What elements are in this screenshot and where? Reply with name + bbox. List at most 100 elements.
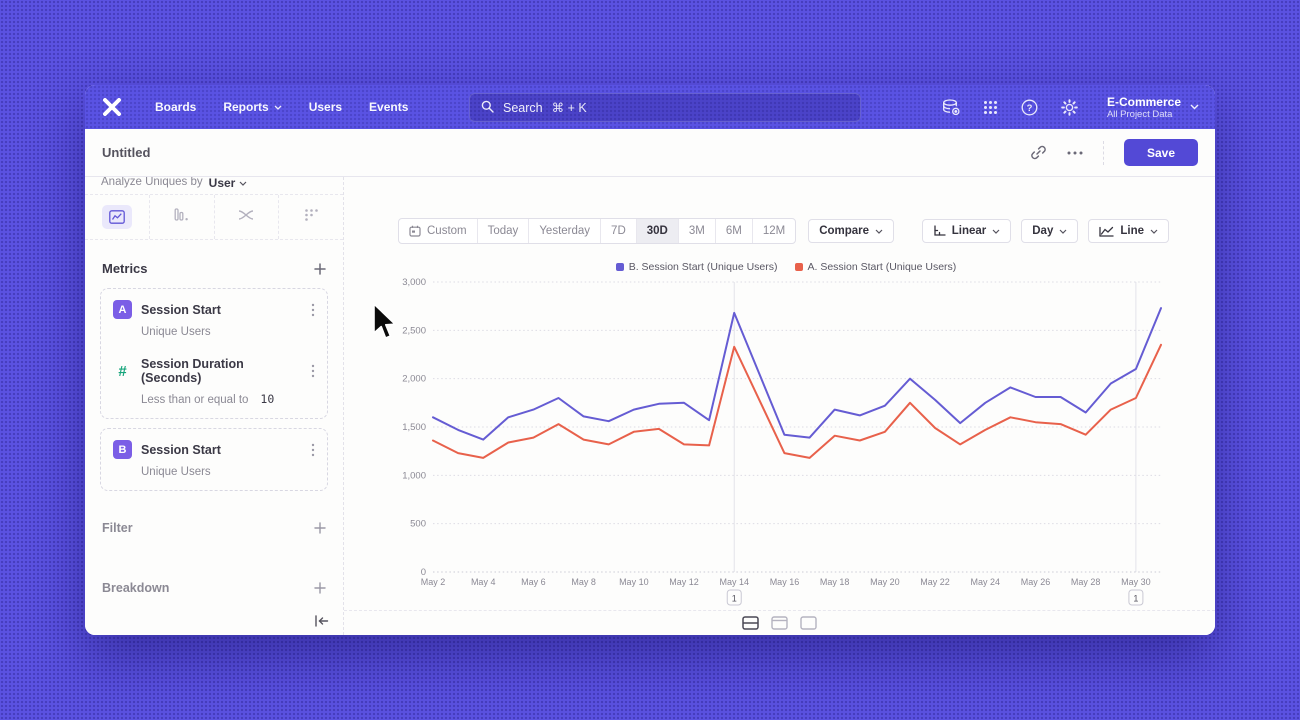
mixpanel-logo-icon[interactable]	[101, 98, 131, 116]
chart-controls: Custom Today Yesterday 7D 30D 3M 6M 12M …	[398, 218, 1169, 244]
nav-item-reports[interactable]: Reports	[223, 100, 282, 114]
range-yesterday-button[interactable]: Yesterday	[528, 219, 600, 243]
legend-item[interactable]: A. Session Start (Unique Users)	[794, 261, 956, 273]
svg-text:1,000: 1,000	[402, 470, 426, 481]
line-chart-icon	[101, 205, 132, 229]
tab-retention[interactable]	[279, 195, 343, 239]
svg-text:1,500: 1,500	[402, 422, 426, 433]
metric-row-session-start-a[interactable]: A Session Start Unique Users	[101, 291, 327, 348]
svg-text:2,500: 2,500	[402, 325, 426, 336]
range-6m-button[interactable]: 6M	[714, 219, 752, 243]
data-management-icon[interactable]	[942, 98, 960, 116]
svg-text:May 16: May 16	[770, 577, 800, 587]
metrics-header: Metrics	[85, 240, 343, 288]
svg-text:May 22: May 22	[920, 577, 950, 587]
interval-dropdown[interactable]: Day	[1021, 219, 1079, 243]
add-metric-button[interactable]	[314, 262, 326, 275]
layout-full-icon[interactable]	[800, 616, 817, 630]
calendar-icon	[409, 225, 421, 237]
layout-toggle-bar	[344, 610, 1215, 635]
svg-text:?: ?	[1027, 103, 1033, 114]
analyze-value-dropdown[interactable]: User	[209, 177, 248, 190]
analyze-label: Analyze Uniques by	[101, 177, 203, 188]
range-today-button[interactable]: Today	[476, 219, 529, 243]
filter-section: Filter	[85, 521, 343, 535]
metric-title: Session Start	[141, 302, 221, 317]
chart-type-dropdown[interactable]: Line	[1088, 219, 1169, 243]
header-divider	[1102, 140, 1104, 165]
date-range-segment: Custom Today Yesterday 7D 30D 3M 6M 12M	[398, 218, 797, 244]
tab-flow[interactable]	[215, 195, 280, 239]
svg-text:500: 500	[410, 519, 426, 530]
range-7d-button[interactable]: 7D	[600, 219, 636, 243]
help-icon[interactable]: ?	[1021, 99, 1038, 116]
metric-row-session-start-b[interactable]: B Session Start Unique Users	[101, 431, 327, 488]
project-name: E-Commerce	[1106, 94, 1181, 109]
layout-split-icon[interactable]	[742, 616, 759, 630]
app-window: Boards Reports Users Events Search ⌘ + K	[85, 85, 1215, 635]
metric-group-b: B Session Start Unique Users	[100, 428, 328, 491]
breakdown-section: Breakdown	[85, 581, 343, 595]
save-button[interactable]: Save	[1123, 139, 1198, 166]
metric-title: Session Duration (Seconds)	[141, 357, 244, 385]
tab-insights-line[interactable]	[85, 195, 150, 239]
svg-text:May 20: May 20	[870, 577, 900, 587]
tab-bar-chart[interactable]	[150, 195, 215, 239]
project-subtitle: All Project Data	[1106, 108, 1173, 120]
kebab-menu-icon[interactable]	[309, 443, 317, 457]
scale-dropdown[interactable]: Linear	[921, 219, 1012, 243]
search-placeholder: Search	[503, 100, 543, 115]
compare-button[interactable]: Compare	[808, 219, 895, 243]
report-title[interactable]: Untitled	[102, 145, 151, 160]
kebab-menu-icon[interactable]	[309, 364, 317, 378]
metric-badge-a: A	[113, 300, 132, 319]
flow-icon	[238, 208, 254, 226]
collapse-sidebar-icon[interactable]	[314, 615, 329, 627]
svg-text:May 26: May 26	[1021, 577, 1051, 587]
chevron-down-icon	[875, 229, 883, 234]
svg-text:2,000: 2,000	[402, 374, 426, 385]
range-custom-button[interactable]: Custom	[399, 219, 477, 243]
nav-item-boards[interactable]: Boards	[155, 100, 197, 114]
metric-title: Session Start	[141, 442, 221, 457]
project-selector[interactable]: E-Commerce All Project Data	[1107, 95, 1199, 120]
legend-label: B. Session Start (Unique Users)	[628, 261, 778, 273]
add-breakdown-button[interactable]	[314, 582, 326, 594]
nav-item-users[interactable]: Users	[308, 100, 343, 114]
top-nav: Boards Reports Users Events Search ⌘ + K	[85, 85, 1215, 129]
legend-item[interactable]: B. Session Start (Unique Users)	[615, 261, 778, 273]
range-12m-button[interactable]: 12M	[751, 219, 795, 243]
chevron-down-icon	[239, 181, 247, 186]
more-options-icon[interactable]	[1067, 151, 1083, 155]
svg-text:0: 0	[421, 567, 426, 578]
svg-text:May 4: May 4	[471, 577, 496, 587]
chevron-down-icon	[274, 105, 282, 110]
svg-text:May 24: May 24	[971, 577, 1001, 587]
settings-gear-icon[interactable]	[1061, 98, 1078, 116]
apps-grid-icon[interactable]	[983, 100, 998, 115]
add-filter-button[interactable]	[314, 522, 326, 534]
metric-condition: Less than or equal to	[141, 394, 249, 406]
metric-subtitle: Unique Users	[141, 326, 211, 338]
nav-right-group: ? E-Commerce All Project Data	[942, 95, 1199, 120]
nav-item-events[interactable]: Events	[369, 100, 409, 114]
range-3m-button[interactable]: 3M	[677, 219, 715, 243]
svg-text:May 8: May 8	[571, 577, 596, 587]
search-input[interactable]: Search ⌘ + K	[469, 93, 861, 122]
chevron-down-icon	[1150, 229, 1158, 234]
layout-header-icon[interactable]	[771, 616, 788, 630]
line-chart[interactable]: 0 500 1,000 1,500 2,000 2,500 3,000 May 2 May 4 M…	[401, 277, 1171, 612]
metric-condition-value[interactable]: 10	[260, 392, 275, 406]
metric-row-session-duration[interactable]: # Session Duration (Seconds) Less than o…	[101, 348, 327, 416]
chevron-down-icon	[1190, 104, 1199, 110]
search-shortcut: ⌘ + K	[551, 101, 587, 115]
svg-text:1: 1	[732, 594, 737, 604]
line-chart-icon	[1099, 226, 1115, 237]
svg-text:May 6: May 6	[521, 577, 546, 587]
svg-text:May 30: May 30	[1121, 577, 1151, 587]
search-icon	[481, 100, 494, 116]
share-link-icon[interactable]	[1030, 144, 1047, 161]
kebab-menu-icon[interactable]	[309, 303, 317, 317]
range-30d-button[interactable]: 30D	[635, 219, 678, 243]
